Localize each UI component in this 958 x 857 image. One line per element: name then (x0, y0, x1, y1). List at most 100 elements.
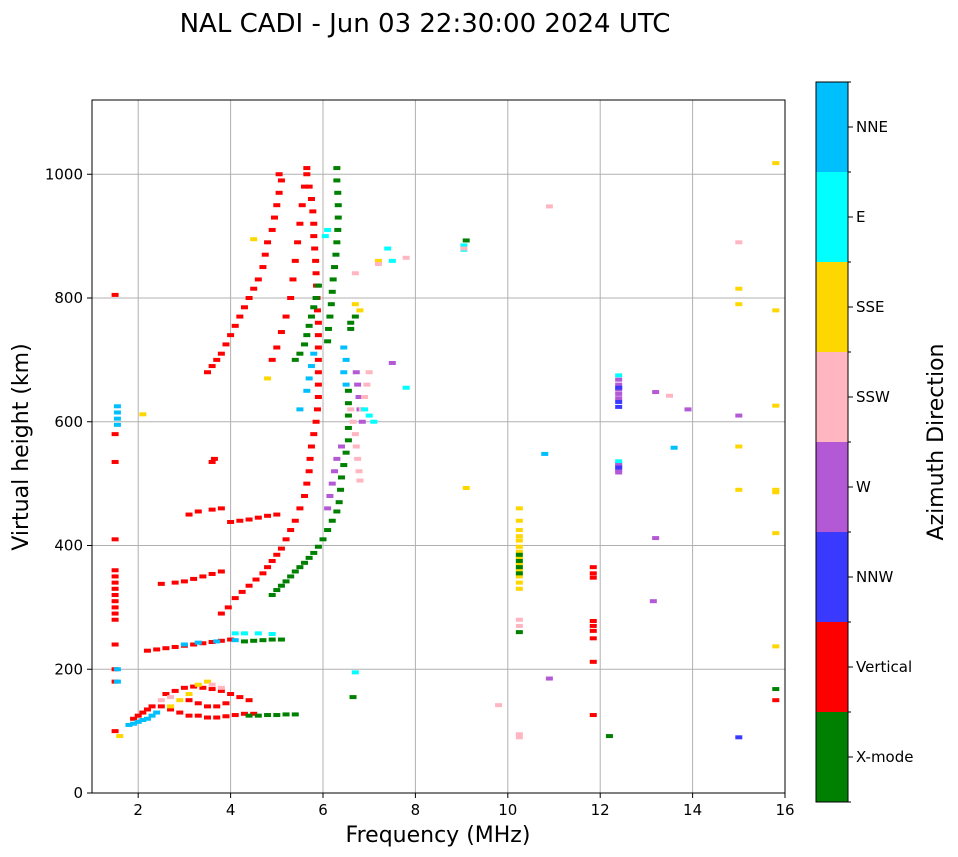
echo-point (277, 583, 285, 588)
colorbar-label: X-mode (856, 748, 913, 766)
echo-point (615, 382, 623, 387)
echo-point (515, 538, 523, 543)
echo-point (240, 711, 248, 716)
echo-point (351, 302, 359, 307)
echo-point (167, 704, 175, 709)
echo-point (349, 695, 357, 700)
echo-point (361, 395, 369, 399)
echo-point (324, 227, 332, 232)
echo-point (305, 323, 313, 328)
echo-point (194, 509, 202, 514)
echo-point (772, 403, 780, 408)
echo-point (347, 326, 355, 331)
echo-point (113, 422, 121, 427)
colorbar-label: Vertical (856, 658, 912, 676)
echo-point (291, 357, 299, 362)
echo-point (307, 314, 315, 319)
echo-point (111, 642, 119, 647)
echo-point (589, 618, 597, 623)
echo-point (545, 676, 553, 681)
x-tick-label: 16 (775, 801, 794, 819)
echo-point (139, 412, 147, 417)
echo-point (354, 382, 362, 387)
echo-point (282, 712, 290, 717)
echo-point (328, 518, 336, 523)
echo-point (240, 631, 248, 636)
echo-point (240, 639, 248, 644)
echo-point (111, 580, 119, 585)
colorbar-segment (816, 172, 848, 262)
echo-point (307, 444, 315, 449)
echo-point (252, 577, 260, 582)
echo-point (340, 370, 348, 375)
echo-point (303, 481, 311, 486)
echo-point (351, 432, 359, 437)
echo-point (217, 611, 225, 616)
grid-lines (92, 100, 786, 794)
echo-point (231, 638, 239, 643)
echo-point (264, 513, 272, 518)
echo-point (287, 574, 295, 579)
echo-point (352, 370, 360, 375)
echo-point (335, 500, 343, 505)
echo-point (589, 565, 597, 570)
echo-point (344, 388, 352, 393)
echo-point (245, 517, 253, 522)
echo-point (264, 565, 272, 570)
y-tick-label: 0 (73, 784, 83, 802)
echo-point (344, 438, 352, 443)
echo-point (277, 546, 285, 551)
echo-point (515, 544, 523, 549)
echo-point (515, 528, 523, 533)
echo-point (194, 682, 202, 687)
echo-point (326, 314, 334, 319)
echo-point (301, 494, 309, 498)
echo-point (296, 407, 304, 412)
plot-frame (91, 99, 786, 794)
echo-point (615, 399, 623, 404)
echo-point (684, 407, 692, 412)
echo-point (351, 314, 359, 319)
echo-point (282, 314, 290, 319)
echo-point (245, 583, 253, 588)
echo-point (231, 713, 239, 718)
echo-point (305, 184, 313, 189)
echo-point (670, 445, 678, 450)
echo-point (589, 571, 597, 576)
echo-point (772, 308, 780, 313)
echo-point (310, 305, 318, 310)
plot-background (92, 100, 785, 793)
echo-point (615, 377, 623, 382)
echo-point (287, 296, 295, 300)
echo-point (273, 588, 281, 593)
echo-point (324, 339, 332, 344)
echo-point (515, 555, 523, 560)
echo-point (111, 599, 119, 604)
echo-point (245, 713, 253, 718)
echo-point (615, 373, 623, 378)
echo-point (261, 252, 269, 257)
echo-point (772, 161, 780, 166)
x-axis-label: Frequency (MHz) (346, 823, 531, 848)
echo-point (615, 391, 623, 396)
echo-point (222, 342, 230, 347)
echo-point (545, 204, 553, 209)
echo-point (208, 682, 216, 687)
echo-point (772, 687, 780, 692)
echo-point (329, 277, 337, 282)
echo-point (264, 713, 272, 718)
echo-point (275, 172, 283, 177)
echo-point (199, 574, 207, 579)
echo-point (224, 605, 232, 610)
echo-point (298, 203, 306, 208)
echo-point (515, 574, 523, 579)
echo-point (314, 544, 322, 549)
echo-point (171, 580, 179, 585)
echo-point (268, 227, 276, 232)
echo-point (113, 404, 121, 409)
echo-point (310, 221, 318, 226)
echo-point (356, 478, 364, 483)
echo-point (515, 565, 523, 570)
echo-point (352, 444, 360, 449)
echo-point (515, 552, 523, 557)
